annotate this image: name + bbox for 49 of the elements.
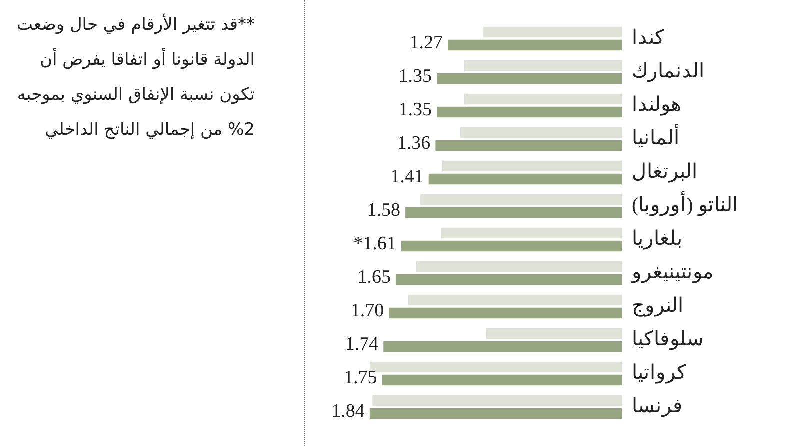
bar: [442, 160, 622, 172]
y-tick-label: كرواتيا: [632, 362, 687, 384]
data-label: 1.70: [350, 300, 384, 322]
bar: [416, 261, 622, 272]
data-label: 1.58: [367, 200, 401, 221]
y-tick-label: الناتو (أوروبا): [632, 190, 738, 216]
bar: [389, 308, 622, 319]
y-tick-label: بلغاريا: [632, 228, 683, 250]
bar: [486, 328, 622, 340]
data-label: 1.65: [358, 266, 391, 288]
data-label: 1.36: [397, 132, 431, 154]
bar: [448, 40, 622, 51]
bar: [420, 194, 622, 206]
bar: [437, 106, 622, 118]
bar: [406, 207, 622, 218]
data-label: *1.61: [354, 233, 396, 254]
y-tick-label: ألمانيا: [632, 124, 680, 150]
bar: [428, 174, 622, 185]
bar: [370, 408, 622, 420]
data-label: 1.75: [344, 367, 378, 388]
y-tick-label: البرتغال: [632, 161, 698, 183]
y-tick-label: النروج: [632, 295, 684, 317]
data-label: 1.84: [332, 400, 366, 422]
y-tick-label: مونتينيغرو: [631, 262, 714, 284]
y-tick-label: سلوفاكيا: [632, 328, 704, 350]
bar: [437, 73, 622, 84]
y-tick-label: الدنمارك: [632, 60, 705, 82]
y-tick-label: هولندا: [632, 94, 682, 116]
bar: [484, 26, 622, 38]
bar: [460, 127, 622, 138]
bar: [382, 374, 622, 386]
bar: [401, 240, 622, 252]
data-label: 1.35: [398, 99, 432, 120]
bar: [464, 94, 622, 105]
data-label: 1.35: [398, 66, 432, 87]
y-tick-label: فرنسا: [632, 396, 683, 418]
bar: [384, 341, 622, 352]
data-label: 1.41: [390, 166, 424, 188]
bar: [396, 274, 622, 286]
y-tick-label: كندا: [632, 27, 665, 49]
bar: [436, 140, 622, 152]
bar: [441, 228, 622, 239]
data-label: 1.27: [410, 32, 444, 54]
bar: [464, 60, 622, 72]
data-label: 1.74: [345, 334, 380, 355]
bar: [372, 395, 622, 406]
bar: [370, 362, 622, 373]
bar: [408, 294, 622, 306]
text: **قد تتغير الأرقام في حال وضعت الدولة قانونا أو اتفاقا يفرض أن تكون نسبة الإنفاق السنوي بموجبه 2% من إجمالي الناتج الداخلي: [16, 12, 255, 142]
